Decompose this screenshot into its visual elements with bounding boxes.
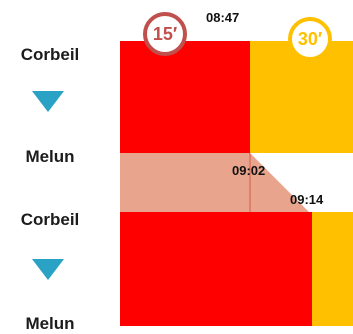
transition-band bbox=[120, 153, 309, 212]
time-label-0902: 09:02 bbox=[232, 163, 266, 178]
bottom-yellow-block bbox=[312, 212, 353, 326]
bottom-red-block bbox=[120, 212, 312, 326]
top-red-block bbox=[120, 41, 250, 153]
down-arrow-icon bbox=[32, 91, 64, 112]
stop-label-bottom-origin: Corbeil bbox=[20, 210, 80, 229]
frequency-badge-15: 15′ bbox=[143, 12, 187, 56]
time-label-0914: 09:14 bbox=[290, 192, 324, 207]
stop-label-bottom-destination: Melun bbox=[25, 314, 75, 333]
stop-label-top-origin: Corbeil bbox=[20, 45, 80, 64]
down-arrow-icon bbox=[32, 259, 64, 280]
time-label-0847: 08:47 bbox=[206, 10, 240, 25]
frequency-badge-30: 30′ bbox=[288, 17, 332, 61]
stop-label-top-destination: Melun bbox=[25, 147, 75, 166]
